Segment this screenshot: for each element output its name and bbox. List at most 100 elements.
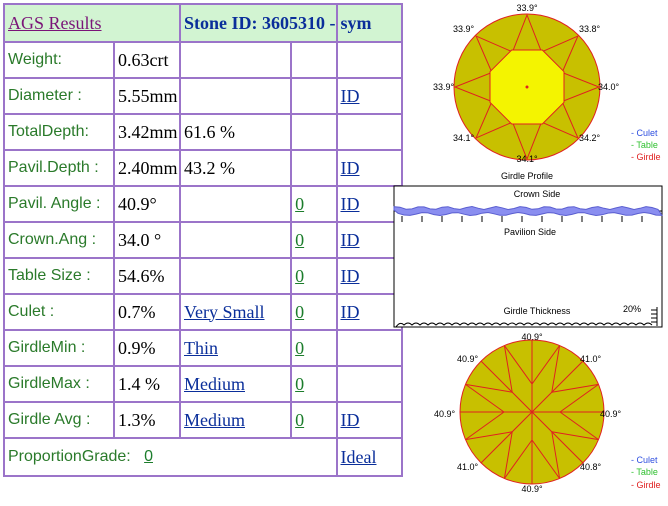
stone-id: Stone ID: 3605310 -	[184, 12, 336, 33]
row-id-link[interactable]: ID	[340, 229, 360, 250]
crown-angle-bottom: 34.1°	[516, 154, 538, 164]
row-label: Pavil. Angle :	[8, 195, 101, 212]
proportion-grade-link[interactable]: 0	[144, 448, 153, 465]
row-value: 34.0 °	[118, 229, 162, 250]
girdle-ticks	[401, 216, 643, 222]
row-label: Crown.Ang :	[8, 231, 97, 248]
row-grade-link[interactable]: 0	[295, 301, 305, 322]
crown-culet-dot	[525, 85, 529, 89]
pavilion-facet-line	[503, 345, 513, 393]
row-value: 1.3%	[118, 409, 156, 430]
row-label: Table Size :	[8, 267, 91, 284]
girdle-thickness-pct: 20%	[623, 304, 641, 314]
row-label: GirdleMax :	[8, 375, 90, 392]
girdle-band	[393, 205, 663, 217]
row-id-link[interactable]: ID	[340, 157, 360, 178]
crown-angle-left: 33.9°	[433, 82, 455, 92]
crown-angle-right: 34.0°	[598, 82, 620, 92]
crown-angle-bottom-right: 34.2°	[579, 133, 601, 143]
pav-angle-top-right: 41.0°	[580, 354, 602, 364]
crown-view: 33.9° 33.8° 34.0° 34.2° 34.1° 34.1° 33.9…	[433, 3, 620, 164]
row-value: 40.9°	[118, 193, 157, 214]
result-row: Girdle Avg : 1.3% Medium 0 ID	[3, 401, 403, 439]
pavilion-facet-line	[559, 411, 599, 441]
pavilion-facet-line	[551, 431, 599, 441]
pavilion-facet-line	[531, 360, 584, 413]
thickness-wave	[395, 322, 653, 328]
girdle-profile-title: Girdle Profile	[501, 171, 553, 181]
row-label: GirdleMin :	[8, 339, 86, 356]
sym-header: sym	[340, 12, 372, 33]
pav-angle-top: 40.9°	[521, 332, 543, 342]
pavilion-facet-lines	[460, 340, 604, 484]
legend-table-2: - Table	[631, 467, 658, 477]
pavilion-facet-line	[559, 383, 599, 413]
result-row: Table Size : 54.6% 0 ID	[3, 257, 403, 295]
pavilion-facet-line	[503, 345, 533, 385]
row-label: TotalDepth:	[8, 123, 89, 140]
pavilion-facet-line	[465, 383, 505, 413]
girdle-thickness-label: Girdle Thickness	[504, 306, 571, 316]
legend-lower: - Culet - Table - Girdle	[631, 455, 661, 490]
row-grade-link[interactable]: 0	[295, 337, 305, 358]
proportion-grade-row: ProportionGrade: 0 Ideal	[3, 437, 403, 477]
result-row: Weight: 0.63crt	[3, 41, 403, 79]
pav-angle-top-left: 40.9°	[457, 354, 479, 364]
row-description-link[interactable]: Thin	[184, 337, 218, 358]
row-id-link[interactable]: ID	[340, 265, 360, 286]
proportion-result-link[interactable]: Ideal	[340, 446, 377, 467]
row-value: 0.7%	[118, 301, 156, 322]
legend-table: - Table	[631, 140, 658, 150]
row-label: Culet :	[8, 303, 55, 320]
pav-angle-bottom: 40.9°	[521, 484, 543, 494]
pavilion-facet-line	[465, 411, 505, 441]
legend-culet-2: - Culet	[631, 455, 658, 465]
row-grade-link[interactable]: 0	[295, 229, 305, 250]
pavilion-facet-line	[531, 345, 561, 385]
result-row: TotalDepth: 3.42mm 61.6 %	[3, 113, 403, 151]
row-description-link[interactable]: Very Small	[184, 301, 265, 322]
row-id-link[interactable]: ID	[340, 193, 360, 214]
row-value: 0.9%	[118, 337, 156, 358]
thickness-scale	[651, 307, 658, 326]
row-grade-link[interactable]: 0	[295, 409, 305, 430]
row-value: 2.40mm	[118, 157, 178, 178]
row-id-link[interactable]: ID	[340, 409, 360, 430]
pav-angle-bottom-right: 40.8°	[580, 462, 602, 472]
pav-angle-bottom-left: 41.0°	[457, 462, 479, 472]
result-row: Pavil. Angle : 40.9° 0 ID	[3, 185, 403, 223]
row-label: Weight:	[8, 51, 62, 68]
row-value: 0.63crt	[118, 49, 169, 70]
row-description-link[interactable]: Medium	[184, 373, 245, 394]
crown-angle-top-right: 33.8°	[579, 24, 601, 34]
pavilion-facet-line	[531, 411, 584, 464]
row-label: Pavil.Depth :	[8, 159, 99, 176]
result-row: GirdleMax : 1.4 % Medium 0	[3, 365, 403, 403]
row-id-link[interactable]: ID	[340, 301, 360, 322]
pavilion-facet-line	[531, 439, 561, 479]
pav-angle-right: 40.9°	[600, 409, 622, 419]
results-header-row: AGS Results Stone ID: 3605310 - sym	[3, 3, 403, 43]
crown-angle-top: 33.9°	[516, 3, 538, 13]
pav-angle-left: 40.9°	[434, 409, 456, 419]
pavilion-facet-line	[551, 383, 599, 393]
row-description-link[interactable]: Medium	[184, 409, 245, 430]
pavilion-facet-line	[480, 360, 533, 413]
crown-angle-top-left: 33.9°	[453, 24, 475, 34]
row-label: Girdle Avg :	[8, 411, 91, 428]
row-grade-link[interactable]: 0	[295, 193, 305, 214]
row-grade-link[interactable]: 0	[295, 265, 305, 286]
pavilion-facet-line	[503, 431, 513, 479]
legend-upper: - Culet - Table - Girdle	[631, 128, 661, 162]
results-table: AGS Results Stone ID: 3605310 - sym Weig…	[3, 3, 403, 477]
row-grade-link[interactable]: 0	[295, 373, 305, 394]
row-value: 3.42mm	[118, 121, 178, 142]
crown-side-label: Crown Side	[514, 189, 561, 199]
pavilion-facet-line	[465, 431, 513, 441]
pavilion-side-label: Pavilion Side	[504, 227, 556, 237]
row-value: 5.55mm	[118, 85, 178, 106]
row-id-link[interactable]: ID	[340, 85, 360, 106]
results-title: AGS Results	[8, 12, 102, 33]
crown-outline	[453, 13, 601, 161]
pavilion-facet-line	[480, 411, 533, 464]
